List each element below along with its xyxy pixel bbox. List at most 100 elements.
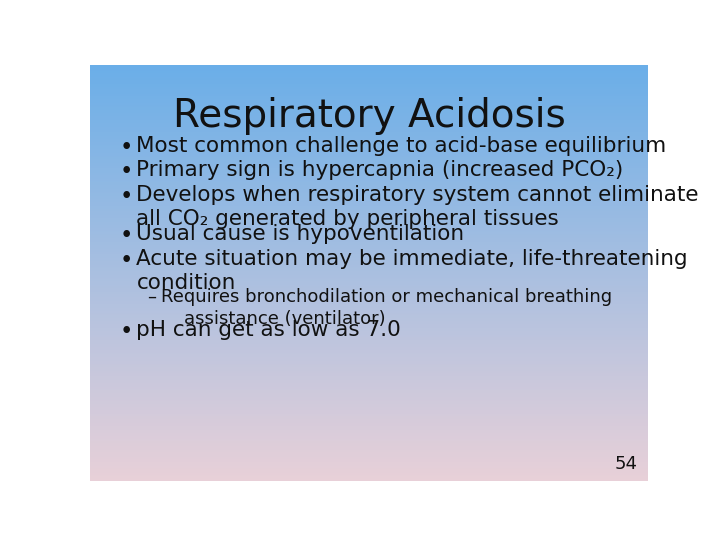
Bar	[90, 418, 648, 420]
Bar	[90, 393, 648, 395]
Bar	[90, 467, 648, 468]
Bar	[90, 176, 648, 177]
Bar	[90, 387, 648, 389]
Bar	[90, 347, 648, 349]
Bar	[90, 476, 648, 478]
Bar	[90, 333, 648, 335]
Bar	[90, 86, 648, 89]
Bar	[90, 335, 648, 336]
Bar	[90, 272, 648, 274]
Bar	[90, 479, 648, 481]
Bar	[90, 372, 648, 374]
Bar	[90, 284, 648, 285]
Bar	[90, 463, 648, 465]
Bar	[90, 461, 648, 463]
Bar	[90, 450, 648, 451]
Bar	[90, 179, 648, 181]
Bar	[90, 224, 648, 226]
Bar	[90, 156, 648, 158]
Bar	[90, 113, 648, 114]
Bar	[90, 396, 648, 397]
Bar	[90, 152, 648, 153]
Bar	[90, 403, 648, 404]
Bar	[90, 78, 648, 80]
Bar	[90, 350, 648, 352]
Bar	[90, 379, 648, 381]
Bar	[90, 268, 648, 270]
Bar	[90, 206, 648, 207]
Bar	[90, 279, 648, 281]
Bar	[90, 232, 648, 234]
Bar	[90, 297, 648, 299]
Bar	[90, 160, 648, 162]
Bar	[90, 354, 648, 356]
Bar	[90, 408, 648, 410]
Bar	[90, 301, 648, 303]
Text: Primary sign is hypercapnia (increased PCO₂): Primary sign is hypercapnia (increased P…	[137, 160, 624, 180]
Bar	[90, 132, 648, 134]
Bar	[90, 96, 648, 98]
Bar	[90, 137, 648, 138]
Bar	[90, 116, 648, 118]
Text: –: –	[148, 288, 156, 306]
Bar	[90, 426, 648, 428]
Bar	[90, 276, 648, 278]
Bar	[90, 275, 648, 277]
Bar	[90, 438, 648, 441]
Bar	[90, 465, 648, 467]
Bar	[90, 392, 648, 393]
Bar	[90, 220, 648, 221]
Bar	[90, 164, 648, 166]
Bar	[90, 188, 648, 190]
Bar	[90, 374, 648, 375]
Bar	[90, 159, 648, 160]
Bar	[90, 231, 648, 233]
Bar	[90, 150, 648, 152]
Bar	[90, 109, 648, 111]
Bar	[90, 245, 648, 246]
Bar	[90, 64, 648, 66]
Bar	[90, 326, 648, 328]
Bar	[90, 100, 648, 102]
Bar	[90, 454, 648, 456]
Bar	[90, 77, 648, 79]
Bar	[90, 291, 648, 292]
Bar	[90, 80, 648, 82]
Bar	[90, 107, 648, 109]
Text: Acute situation may be immediate, life-threatening
condition: Acute situation may be immediate, life-t…	[137, 249, 688, 293]
Bar	[90, 163, 648, 165]
Bar	[90, 444, 648, 446]
Bar	[90, 411, 648, 413]
Bar	[90, 429, 648, 431]
Bar	[90, 431, 648, 434]
Bar	[90, 440, 648, 442]
Bar	[90, 117, 648, 119]
Bar	[90, 470, 648, 472]
Bar	[90, 157, 648, 159]
Bar	[90, 394, 648, 396]
Text: Requires bronchodilation or mechanical breathing
    assistance (ventilator): Requires bronchodilation or mechanical b…	[161, 288, 613, 328]
Bar	[90, 252, 648, 253]
Bar	[90, 362, 648, 364]
Text: •: •	[120, 249, 132, 272]
Bar	[90, 342, 648, 343]
Bar	[90, 185, 648, 187]
Bar	[90, 147, 648, 150]
Bar	[90, 184, 648, 185]
Bar	[90, 227, 648, 228]
Bar	[90, 282, 648, 284]
Bar	[90, 127, 648, 129]
Bar	[90, 355, 648, 357]
Bar	[90, 462, 648, 464]
Bar	[90, 269, 648, 271]
Bar	[90, 98, 648, 99]
Bar	[90, 123, 648, 124]
Bar	[90, 325, 648, 327]
Bar	[90, 409, 648, 411]
Bar	[90, 199, 648, 201]
Bar	[90, 286, 648, 288]
Bar	[90, 186, 648, 188]
Bar	[90, 161, 648, 163]
Bar	[90, 468, 648, 469]
Bar	[90, 210, 648, 212]
